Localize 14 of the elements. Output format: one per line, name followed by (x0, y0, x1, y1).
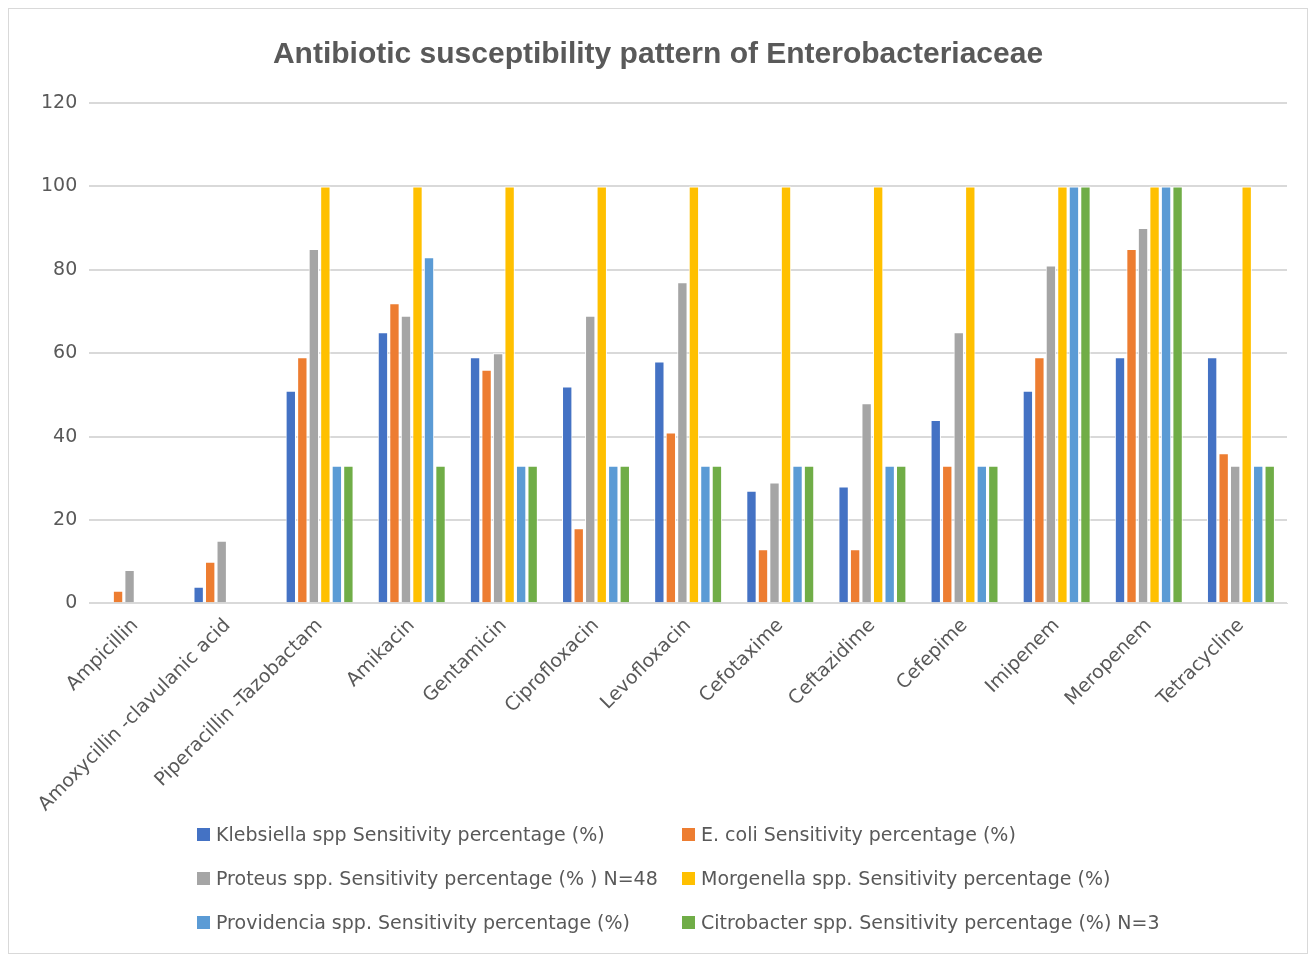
y-tick-label: 20 (53, 506, 78, 529)
legend-label: E. coli Sensitivity percentage (%) (701, 823, 1016, 845)
legend-label: Citrobacter spp. Sensitivity percentage (%) N=3 (701, 911, 1160, 933)
legend-label: Providencia spp. Sensitivity percentage (%) (216, 911, 631, 933)
y-tick-label: 0 (65, 590, 78, 613)
chart-title: Antibiotic susceptibility pattern of Enterobacteriaceae (272, 36, 1044, 70)
y-tick-label: 60 (53, 340, 78, 363)
legend-label: Morgenella spp. Sensitivity percentage (%) (701, 867, 1111, 889)
legend-label: Klebsiella spp Sensitivity percentage (%) (216, 823, 605, 845)
legend-label: Proteus spp. Sensitivity percentage (% ) N=48 (216, 867, 658, 889)
y-tick-label: 40 (53, 423, 78, 446)
y-tick-label: 80 (53, 256, 78, 279)
y-tick-label: 120 (41, 89, 78, 112)
y-tick-label: 100 (41, 173, 78, 196)
